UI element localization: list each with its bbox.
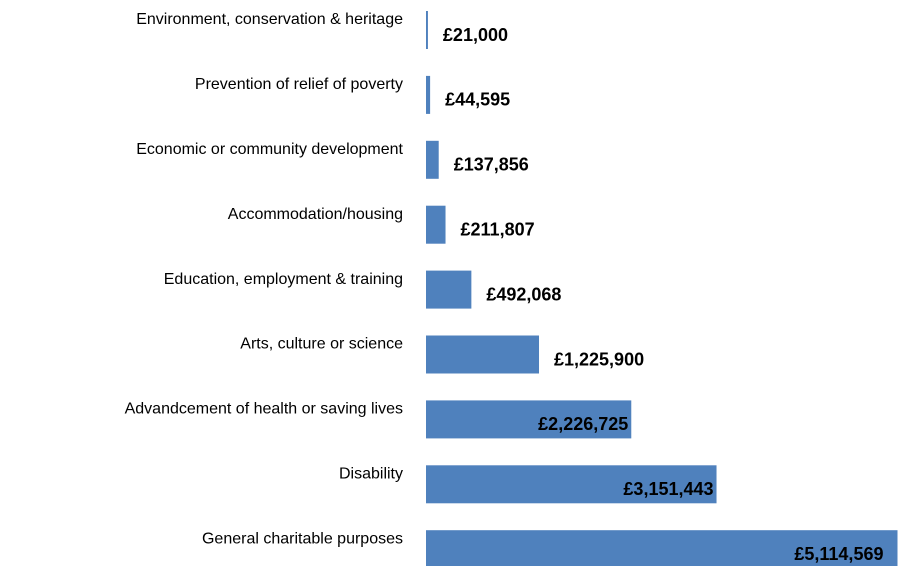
category-label: Economic or community development (136, 141, 403, 158)
bar (426, 530, 898, 566)
value-label: £2,226,725 (538, 414, 628, 434)
bar (426, 335, 540, 374)
category-label: Prevention of relief of poverty (195, 76, 403, 93)
bar (426, 11, 428, 49)
category-label: Accommodation/housing (228, 206, 403, 223)
category-label: Education, employment & training (164, 271, 403, 288)
value-label: £44,595 (445, 90, 510, 110)
value-label: £492,068 (486, 284, 561, 304)
bar (426, 270, 472, 309)
bar (426, 140, 439, 179)
category-label: Disability (339, 466, 403, 483)
bar (426, 400, 632, 439)
value-label: £21,000 (443, 25, 508, 45)
bar (426, 465, 717, 504)
value-label: £5,114,569 (794, 544, 883, 564)
category-label: Arts, culture or science (240, 336, 403, 353)
value-label: £1,225,900 (554, 349, 644, 369)
bar (426, 205, 446, 244)
category-label: General charitable purposes (202, 530, 403, 547)
value-label: £3,151,443 (623, 479, 713, 499)
value-label: £211,807 (461, 219, 535, 239)
value-label: £137,856 (454, 155, 529, 175)
category-label: Environment, conservation & heritage (136, 11, 403, 28)
category-label: Advandcement of health or saving lives (125, 401, 403, 418)
bar (426, 75, 431, 114)
